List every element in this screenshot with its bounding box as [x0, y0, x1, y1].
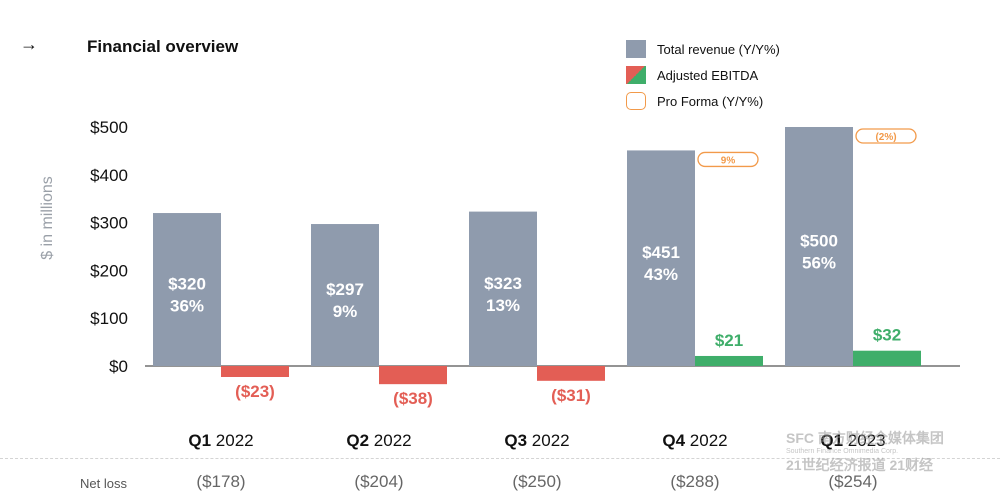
- net-loss-value: ($178): [196, 472, 246, 491]
- revenue-growth-label: 36%: [170, 297, 204, 316]
- x-tick-label: Q1 2022: [188, 431, 253, 451]
- x-tick-label: Q4 2022: [662, 431, 727, 451]
- legend-swatch-ebitda: [626, 66, 646, 84]
- ebitda-value-label: ($38): [393, 389, 433, 408]
- revenue-growth-label: 56%: [802, 254, 836, 273]
- revenue-bar: [785, 127, 853, 366]
- proforma-pill: [697, 151, 759, 168]
- x-tick-label: Q3 2022: [504, 431, 569, 451]
- legend-item-ebitda: Adjusted EBITDA: [626, 62, 780, 88]
- proforma-value-label: (2%): [875, 132, 896, 143]
- legend: Total revenue (Y/Y%) Adjusted EBITDA Pro…: [626, 36, 780, 114]
- legend-label-revenue: Total revenue (Y/Y%): [657, 41, 780, 57]
- watermark-line2: Southern Finance Omnimedia Corp.: [786, 448, 899, 455]
- ebitda-value-label: $32: [873, 326, 901, 345]
- watermark-line1: SFC 南方财经全媒体集团: [786, 430, 944, 446]
- proforma-value-label: 9%: [721, 155, 736, 166]
- revenue-growth-label: 9%: [333, 302, 358, 321]
- y-tick-label: $100: [90, 309, 128, 328]
- x-tick-year: 2022: [211, 431, 254, 450]
- net-loss-value: ($250): [512, 472, 562, 491]
- x-tick-year: 2022: [685, 431, 728, 450]
- ebitda-value-label: $21: [715, 331, 743, 350]
- net-loss-value: ($204): [354, 472, 404, 491]
- revenue-value-label: $500: [800, 232, 838, 251]
- net-loss-value: ($288): [670, 472, 720, 491]
- y-tick-label: $0: [109, 357, 128, 376]
- legend-swatch-revenue: [626, 40, 646, 58]
- legend-swatch-proforma: [626, 92, 646, 110]
- x-tick-quarter: Q4: [662, 431, 686, 450]
- x-tick-quarter: Q3: [504, 431, 528, 450]
- watermark-line3: 21世纪经济报道 21财经: [786, 457, 934, 473]
- revenue-bar: [153, 213, 221, 366]
- ebitda-value-label: ($23): [235, 382, 275, 401]
- watermark-logo: SFC 南方财经全媒体集团 Southern Finance Omnimedia…: [786, 429, 986, 474]
- legend-item-revenue: Total revenue (Y/Y%): [626, 36, 780, 62]
- legend-label-ebitda: Adjusted EBITDA: [657, 67, 759, 83]
- x-tick-quarter: Q1: [188, 431, 212, 450]
- revenue-value-label: $320: [168, 275, 206, 294]
- net-loss-label: Net loss: [80, 476, 127, 491]
- y-tick-label: $300: [90, 214, 128, 233]
- revenue-value-label: $451: [642, 243, 680, 262]
- arrow-right-icon[interactable]: →: [20, 34, 38, 54]
- ebitda-value-label: ($31): [551, 386, 591, 405]
- ebitda-bar: [537, 366, 605, 381]
- revenue-bar: [469, 211, 537, 366]
- net-loss-value: ($254): [828, 472, 878, 491]
- x-tick-quarter: Q1: [820, 431, 844, 450]
- x-tick-year: 2023: [843, 431, 886, 450]
- x-tick-year: 2022: [527, 431, 570, 450]
- y-tick-label: $500: [90, 118, 128, 137]
- ebitda-bar: [379, 366, 447, 385]
- x-tick-label: Q2 2022: [346, 431, 411, 451]
- revenue-value-label: $297: [326, 280, 364, 299]
- revenue-value-label: $323: [484, 274, 522, 293]
- x-tick-year: 2022: [369, 431, 412, 450]
- ebitda-bar: [221, 366, 289, 377]
- revenue-bar: [311, 224, 379, 366]
- net-loss-divider: [0, 458, 1000, 459]
- x-tick-label: Q1 2023: [820, 431, 885, 451]
- ebitda-bar: [853, 350, 921, 366]
- y-tick-label: $400: [90, 166, 128, 185]
- legend-item-proforma: Pro Forma (Y/Y%): [626, 88, 780, 114]
- x-tick-quarter: Q2: [346, 431, 370, 450]
- legend-label-proforma: Pro Forma (Y/Y%): [657, 93, 764, 109]
- proforma-pill: [855, 128, 917, 144]
- revenue-bar: [627, 150, 695, 366]
- revenue-growth-label: 43%: [644, 265, 678, 284]
- y-tick-label: $200: [90, 261, 128, 280]
- revenue-growth-label: 13%: [486, 296, 520, 315]
- chart-title: Financial overview: [87, 37, 239, 56]
- ebitda-bar: [695, 355, 763, 366]
